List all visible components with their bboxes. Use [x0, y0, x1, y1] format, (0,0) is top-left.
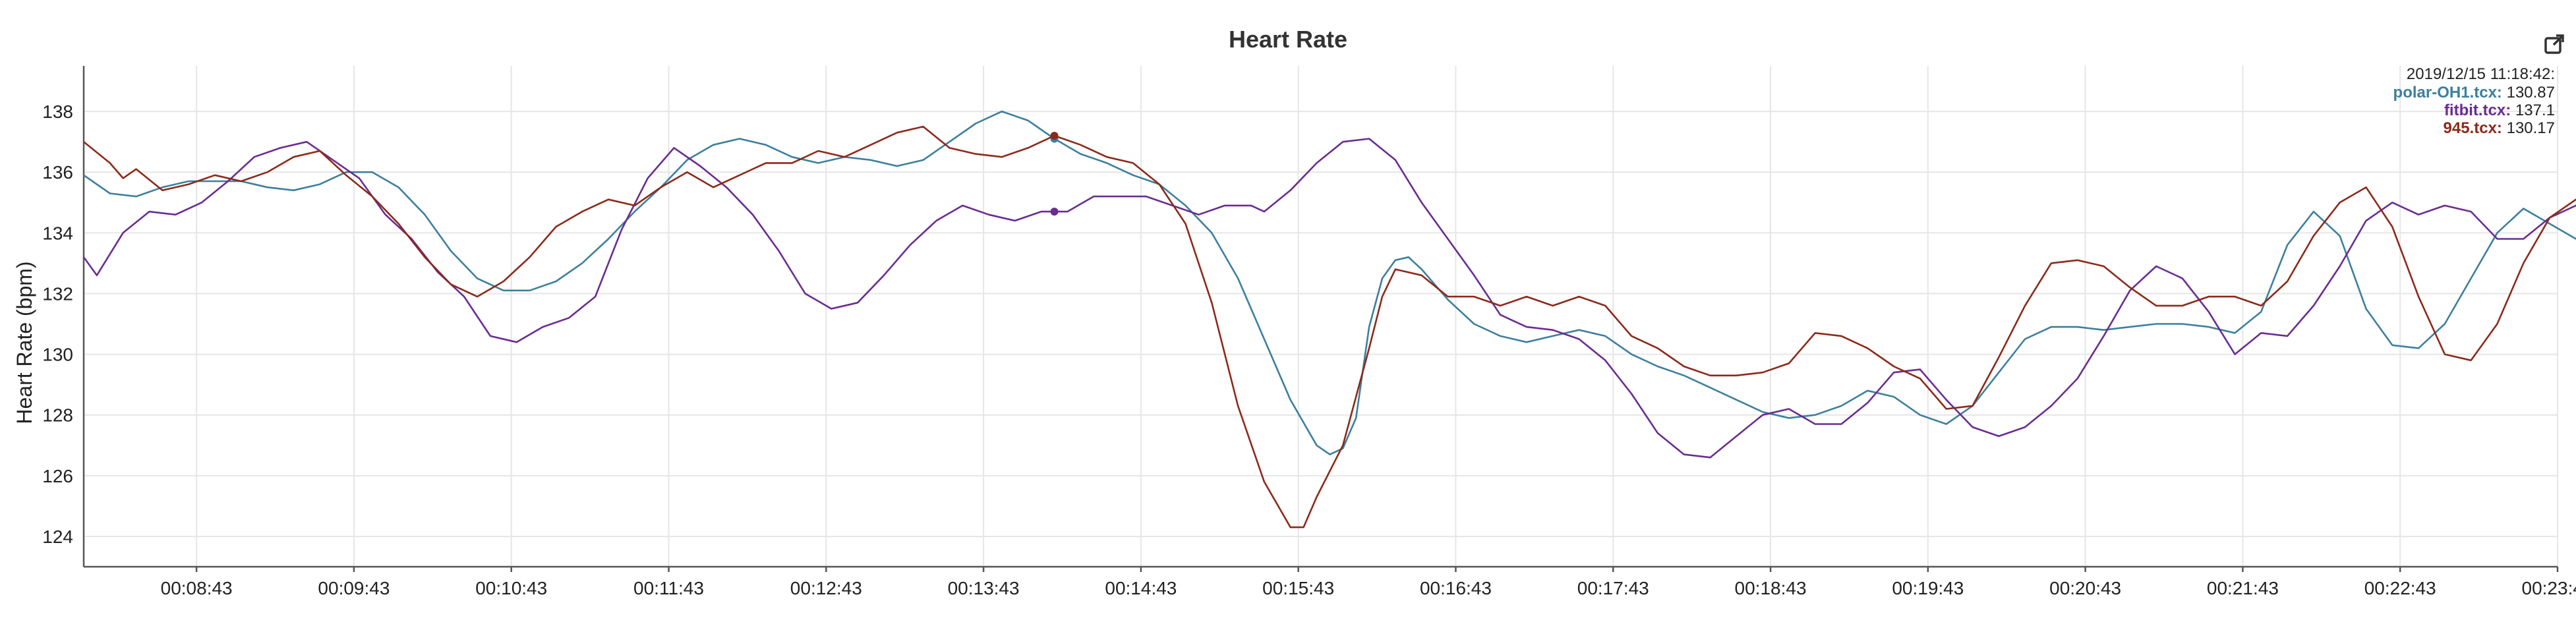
series-line-2 [83, 125, 2576, 529]
x-tick-label: 00:17:43 [1577, 578, 1649, 598]
y-tick-label: 130 [42, 345, 73, 365]
legend-series-value: 137.1 [2511, 101, 2555, 119]
legend-entry: polar-OH1.tcx: 130.87 [2393, 84, 2555, 101]
x-tick-label: 00:18:43 [1735, 578, 1807, 598]
highlight-point-2 [1050, 131, 1059, 140]
y-tick-label: 136 [42, 162, 73, 183]
external-link-icon [2544, 34, 2564, 54]
x-tick-label: 00:20:43 [2049, 578, 2121, 598]
highlight-point-1 [1050, 208, 1059, 216]
x-tick-label: 00:11:43 [633, 578, 704, 598]
x-tick-label: 00:19:43 [1892, 578, 1964, 598]
legend-series-name: polar-OH1.tcx: [2393, 84, 2502, 101]
legend-entry: fitbit.tcx: 137.1 [2444, 101, 2555, 119]
y-tick-label: 132 [42, 283, 73, 304]
x-tick-label: 00:10:43 [475, 578, 547, 598]
y-tick-label: 126 [42, 466, 73, 486]
axis-layer: 124 126 128 130 132 134 136 138 00:08:43 00:09:43… [42, 66, 2576, 598]
y-axis-label: Heart Rate (bpm) [13, 261, 36, 424]
legend-series-value: 130.87 [2502, 84, 2555, 101]
x-tick-label: 00:09:43 [318, 578, 390, 598]
legend-timestamp: 2019/12/15 11:18:42: [2407, 65, 2555, 83]
highlight-markers [1050, 131, 1059, 216]
legend-series-name: 945.tcx: [2444, 119, 2502, 137]
y-tick-label: 134 [42, 223, 73, 243]
x-tick-label: 00:12:43 [790, 578, 862, 598]
y-tick-label: 128 [42, 405, 73, 426]
x-tick-label: 00:14:43 [1105, 578, 1177, 598]
series-line-0 [83, 110, 2576, 455]
x-tick-label: 00:08:43 [161, 578, 233, 598]
chart-title: Heart Rate [1229, 26, 1347, 53]
series-layer [82, 110, 2576, 529]
legend-series-value: 130.17 [2502, 119, 2555, 137]
legend-series-name: fitbit.tcx: [2444, 101, 2511, 119]
y-tick-label: 138 [42, 101, 73, 122]
x-tick-label: 00:13:43 [948, 578, 1020, 598]
legend: 2019/12/15 11:18:42: polar-OH1.tcx: 130.… [2393, 65, 2555, 137]
x-tick-label: 00:16:43 [1420, 578, 1492, 598]
series-line-1 [82, 138, 2576, 459]
grid-layer [84, 66, 2558, 567]
x-tick-label: 00:22:43 [2364, 578, 2436, 598]
y-tick-label: 124 [42, 527, 73, 547]
export-chart-button[interactable] [2542, 30, 2568, 57]
x-tick-label: 00:21:43 [2207, 578, 2279, 598]
legend-entry: 945.tcx: 130.17 [2444, 119, 2555, 137]
x-tick-label: 00:15:43 [1262, 578, 1334, 598]
x-tick-label: 00:23:43 [2522, 578, 2576, 598]
